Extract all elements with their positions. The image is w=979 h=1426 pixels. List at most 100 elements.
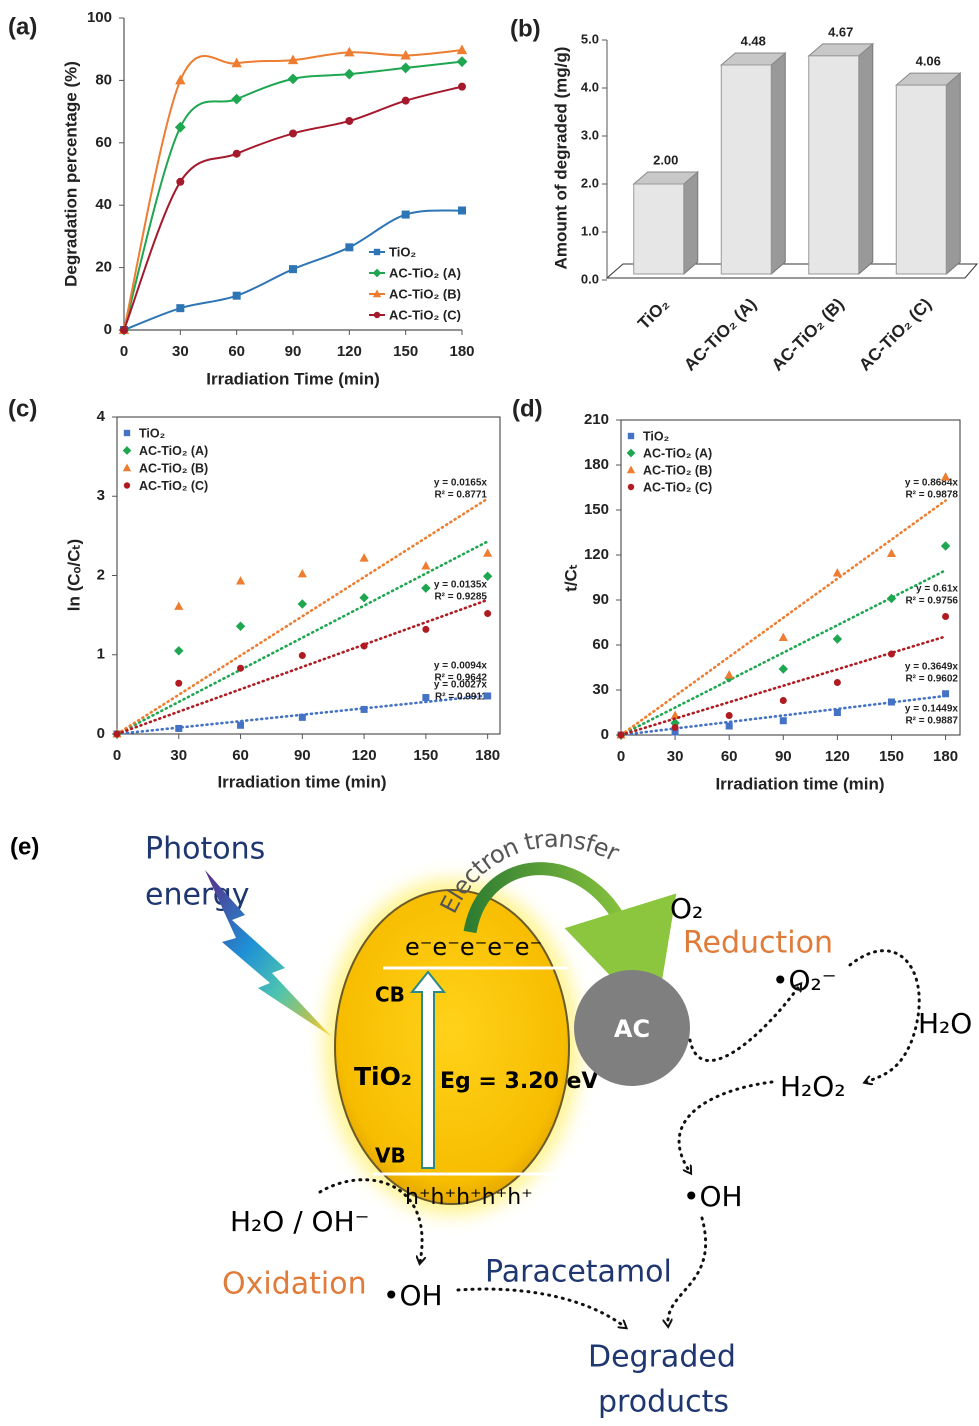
y-tick-label: 2 (97, 566, 105, 583)
trendline-equation: y = 0.3649x (905, 662, 959, 673)
legend-marker (626, 465, 636, 474)
legend-label: AC-TiO₂ (B) (643, 463, 712, 477)
data-point (671, 728, 679, 736)
trendline-r2: R² = 0.9602 (905, 674, 958, 685)
bar-side (945, 72, 961, 276)
data-point (174, 646, 184, 656)
bar-side (683, 170, 699, 276)
y-tick-label: 0 (104, 321, 112, 338)
data-point (942, 690, 950, 698)
legend-label: AC-TiO₂ (C) (643, 480, 712, 494)
trendline-r2: R² = 0.9642 (434, 673, 487, 684)
x-axis-title: Irradiation Time (min) (206, 369, 380, 388)
data-point (343, 68, 355, 80)
data-point (120, 326, 128, 334)
data-point (175, 74, 186, 85)
data-point (482, 571, 493, 582)
data-point (231, 57, 242, 68)
data-point (779, 697, 787, 704)
legend-label: TiO₂ (139, 426, 165, 440)
data-point (237, 721, 245, 729)
data-point (886, 593, 897, 604)
reaction-arrow (677, 1080, 774, 1172)
x-tick-label: 90 (294, 747, 311, 764)
y-tick-label: 90 (592, 591, 609, 608)
x-tick-label: 150 (393, 343, 418, 360)
data-point (725, 722, 733, 730)
trendline-r2: R² = 0.9756 (905, 596, 958, 607)
trendline (115, 540, 489, 736)
legend-label: TiO₂ (389, 244, 416, 259)
plot-frame (620, 419, 961, 736)
y-tick-label: 20 (95, 259, 112, 276)
x-tick-label: 30 (170, 747, 187, 764)
data-point (345, 116, 354, 125)
data-point (232, 291, 241, 300)
y-tick-label: 40 (95, 196, 112, 213)
bar (720, 64, 772, 275)
reaction-arrow (668, 1216, 708, 1325)
band-gap-label: Eg = 3.20 eV (440, 1069, 598, 1094)
h2o2-label: H₂O₂ (780, 1070, 846, 1103)
legend-marker (123, 482, 131, 489)
excitation-arrow (409, 970, 447, 1169)
legend-label: AC-TiO₂ (C) (139, 479, 208, 493)
bar (633, 183, 685, 275)
data-point (359, 592, 369, 603)
data-point (401, 210, 410, 219)
x-tick-label: 180 (475, 747, 500, 764)
trendline-equation: y = 0.61x (916, 584, 958, 595)
x-tick-label: 60 (721, 748, 738, 765)
y-tick-label: 4.0 (581, 79, 599, 94)
reaction-arrow (318, 1178, 422, 1262)
data-point (235, 621, 246, 631)
data-point (360, 705, 368, 713)
data-point (359, 553, 369, 562)
trendline-equation: y = 0.0165x (434, 478, 488, 489)
data-point (887, 698, 895, 706)
x-tick-label: 30 (667, 748, 684, 765)
y-axis-title: t/Cₜ (561, 564, 580, 592)
data-point (832, 634, 843, 644)
data-point (617, 731, 625, 739)
tio2-label: TiO₂ (354, 1062, 412, 1091)
data-point (232, 149, 241, 158)
charts: (a) Degradation percentage (%) Irradiation… (8, 9, 979, 793)
x-tick-label: 0 (113, 747, 121, 764)
trendline-equation: y = 0.0094x (434, 661, 488, 672)
o2-label: O₂ (670, 892, 703, 925)
y-axis-title: ln (Cₒ/Cₜ) (64, 539, 83, 611)
data-point (942, 613, 950, 620)
x-tick-label: 0 (617, 748, 625, 765)
trendline-equation: y = 0.0027x (434, 680, 488, 691)
data-point (458, 82, 466, 91)
data-point (940, 541, 951, 551)
floor (605, 263, 979, 279)
x-tick-label: AC-TiO₂ (A) (680, 295, 760, 375)
reaction-arrow (848, 949, 921, 1082)
trendline-r2: R² = 0.9285 (434, 592, 487, 603)
legend-label: AC-TiO₂ (C) (389, 307, 461, 322)
x-tick-label: 90 (775, 748, 792, 765)
y-tick-label: 3 (97, 487, 105, 504)
data-point (237, 664, 245, 672)
data-point (400, 49, 411, 60)
legend-label: AC-TiO₂ (A) (643, 446, 712, 460)
mechanism-diagram: (e) Photons energy e⁻e⁻e⁻e⁻e⁻ h⁺h⁺h⁺h⁺h⁺… (10, 825, 972, 1420)
legend-marker (122, 446, 132, 455)
legend-marker (626, 448, 636, 458)
reaction-arrow (688, 985, 800, 1062)
y-tick-label: 120 (584, 546, 609, 563)
trendline (619, 635, 947, 737)
value-label: 4.67 (828, 24, 853, 39)
y-tick-label: 60 (592, 636, 609, 653)
legend-label: AC-TiO₂ (B) (139, 461, 208, 475)
legend-marker (627, 432, 635, 440)
superoxide-label: •O₂⁻ (772, 964, 837, 997)
y-axis-title: Amount of degraded (mg/g) (551, 47, 570, 270)
data-point (458, 206, 466, 215)
legend-label: AC-TiO₂ (A) (389, 265, 461, 280)
data-point (725, 712, 733, 719)
h2o-oh-label: H₂O / OH⁻ (230, 1205, 369, 1238)
